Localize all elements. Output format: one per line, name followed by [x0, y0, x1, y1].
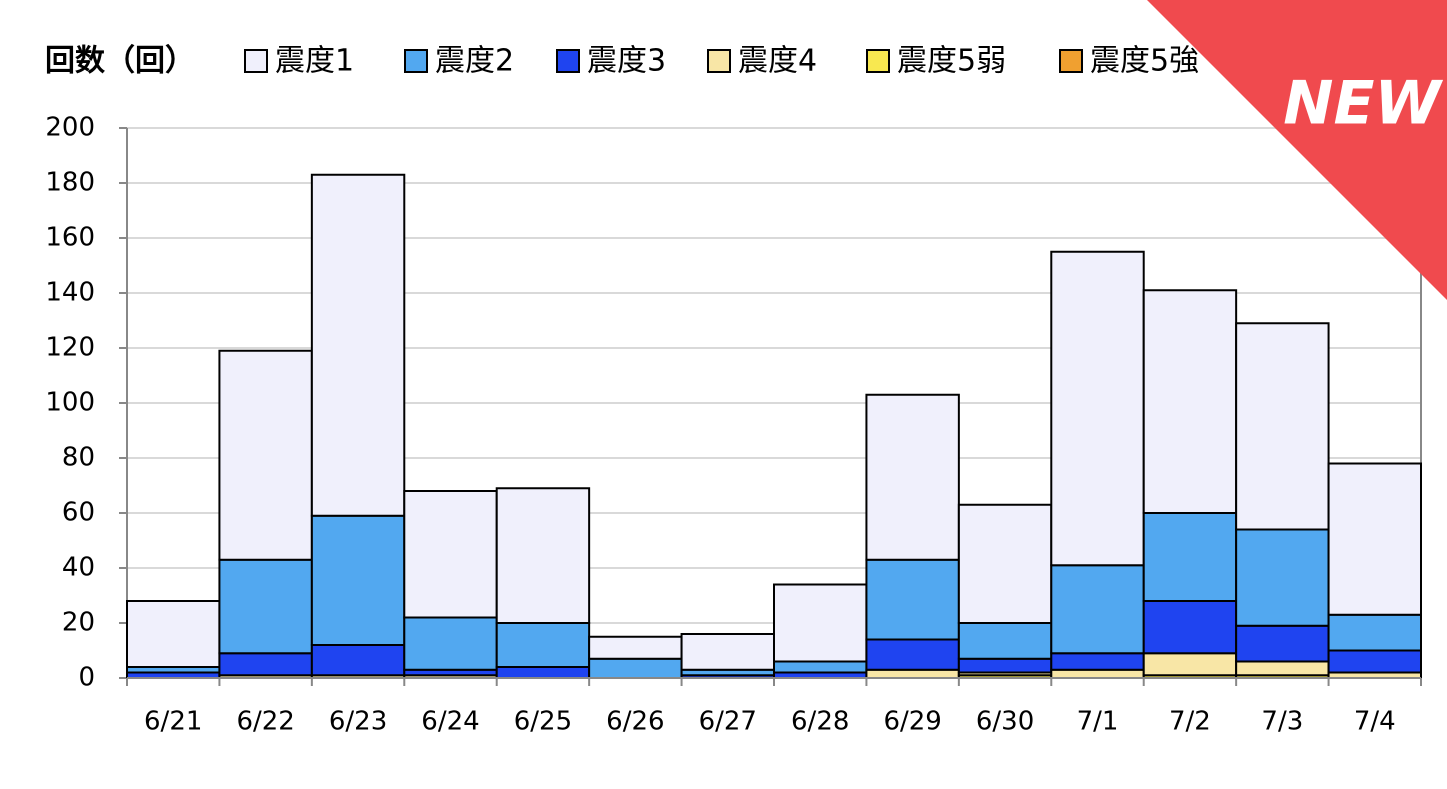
bar-segment [1235, 660, 1330, 677]
bar-segment [865, 558, 960, 641]
x-tick-label: 6/27 [699, 707, 757, 737]
bar-segment [680, 633, 775, 671]
bar-segment [1142, 512, 1238, 602]
legend-swatch [707, 49, 731, 73]
bar-segment [865, 668, 960, 679]
legend-label: 震度4 [738, 44, 817, 79]
bar-segment [865, 638, 960, 671]
bar-segment [1050, 652, 1145, 671]
bar-segment [865, 393, 960, 561]
badge-ribbon [1147, 0, 1447, 300]
x-tick-label: 6/30 [976, 707, 1034, 737]
x-tick-label: 7/2 [1169, 707, 1211, 737]
bar-segment [1050, 564, 1145, 655]
y-tick-label: 100 [45, 388, 95, 418]
y-tick-label: 200 [45, 113, 95, 143]
bar-segment [495, 622, 591, 668]
bar-segment [588, 657, 683, 679]
x-tick-label: 7/1 [1077, 707, 1119, 737]
bar-segment [1142, 600, 1238, 655]
bar-segment [1142, 289, 1238, 514]
bar-segment [495, 666, 591, 679]
x-tick-label: 7/3 [1261, 707, 1303, 737]
legend-swatch [866, 49, 890, 73]
x-tick-label: 6/21 [144, 707, 202, 737]
x-tick-label: 6/24 [421, 707, 479, 737]
y-axis-label: 回数（回） [45, 44, 195, 79]
legend-label: 震度3 [587, 44, 666, 79]
bar-segment [1235, 624, 1330, 663]
legend-label: 震度5強 [1090, 44, 1199, 79]
y-tick-label: 180 [45, 168, 95, 198]
y-tick-label: 60 [62, 498, 95, 528]
bar-segment [1050, 250, 1145, 567]
y-tick-label: 140 [45, 278, 95, 308]
bar-segment [773, 583, 868, 663]
x-tick-label: 6/22 [236, 707, 294, 737]
legend-label: 震度2 [435, 44, 514, 79]
y-tick-label: 120 [45, 333, 95, 363]
bar-segment [310, 644, 406, 677]
legend-swatch [244, 49, 268, 73]
y-tick-label: 20 [62, 608, 95, 638]
legend-swatch [556, 49, 580, 73]
bar-segment [957, 657, 1053, 674]
bar-segment [1235, 528, 1330, 627]
bar-segment [1327, 649, 1422, 674]
bar-segment [403, 616, 498, 671]
bar-segment [218, 652, 313, 677]
legend-swatch [1059, 49, 1083, 73]
bar-segment [495, 487, 591, 624]
x-tick-label: 6/26 [606, 707, 664, 737]
bar-segment [403, 490, 498, 619]
y-tick-label: 160 [45, 223, 95, 253]
bar-segment [957, 622, 1053, 660]
bar-segment [126, 600, 221, 668]
bar-segment [310, 514, 406, 646]
bar-segment [310, 173, 406, 517]
y-tick-label: 40 [62, 553, 95, 583]
bar-segment [1327, 613, 1422, 652]
legend-label: 震度5弱 [897, 44, 1006, 79]
x-tick-label: 6/25 [514, 707, 572, 737]
legend-label: 震度1 [275, 44, 354, 79]
bar-segment [1327, 462, 1422, 616]
bar-segment [957, 503, 1053, 624]
x-tick-label: 7/4 [1354, 707, 1396, 737]
bar-segment [1235, 322, 1330, 531]
bar-segment [218, 349, 313, 561]
bar-segment [773, 660, 868, 674]
x-tick-label: 6/29 [883, 707, 941, 737]
x-tick-label: 6/23 [329, 707, 387, 737]
y-tick-label: 0 [78, 663, 95, 693]
y-tick-label: 80 [62, 443, 95, 473]
bar-segment [1142, 652, 1238, 677]
x-tick-label: 6/28 [791, 707, 849, 737]
bar-segment [1050, 668, 1145, 679]
bar-segment [218, 558, 313, 655]
bar-segment [588, 635, 683, 660]
legend-swatch [404, 49, 428, 73]
badge-text: NEW [1283, 69, 1443, 139]
